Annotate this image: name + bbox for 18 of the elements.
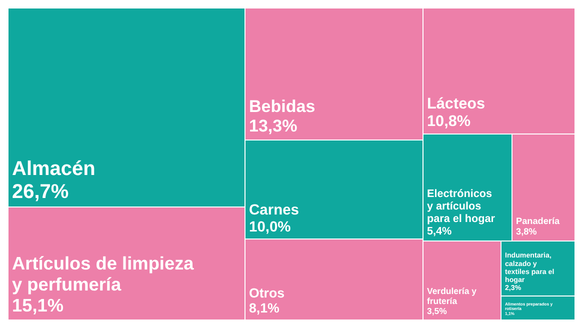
- category-label: Artículos de limpieza y perfumería: [12, 254, 195, 295]
- category-label: Otros: [249, 285, 285, 300]
- category-label: Carnes: [249, 202, 299, 218]
- data-label: 13,3%: [249, 116, 298, 136]
- data-label: 8,1%: [249, 300, 280, 316]
- data-label: 26,7%: [12, 181, 69, 203]
- category-label: Lácteos: [427, 95, 486, 112]
- data-label: 10,0%: [249, 219, 291, 236]
- category-label: Bebidas: [249, 97, 316, 116]
- category-label: Panadería: [516, 216, 560, 226]
- category-label: Verdulería y frutería: [427, 286, 477, 306]
- data-label: 15,1%: [12, 295, 64, 316]
- data-label: 10,8%: [427, 113, 471, 130]
- category-label: Electrónicos y artículos para el hogar: [427, 188, 496, 225]
- data-label: 5,4%: [427, 225, 452, 238]
- data-label: 3,8%: [516, 226, 537, 237]
- category-label: Almacén: [12, 158, 96, 180]
- data-label: 3,5%: [427, 306, 448, 316]
